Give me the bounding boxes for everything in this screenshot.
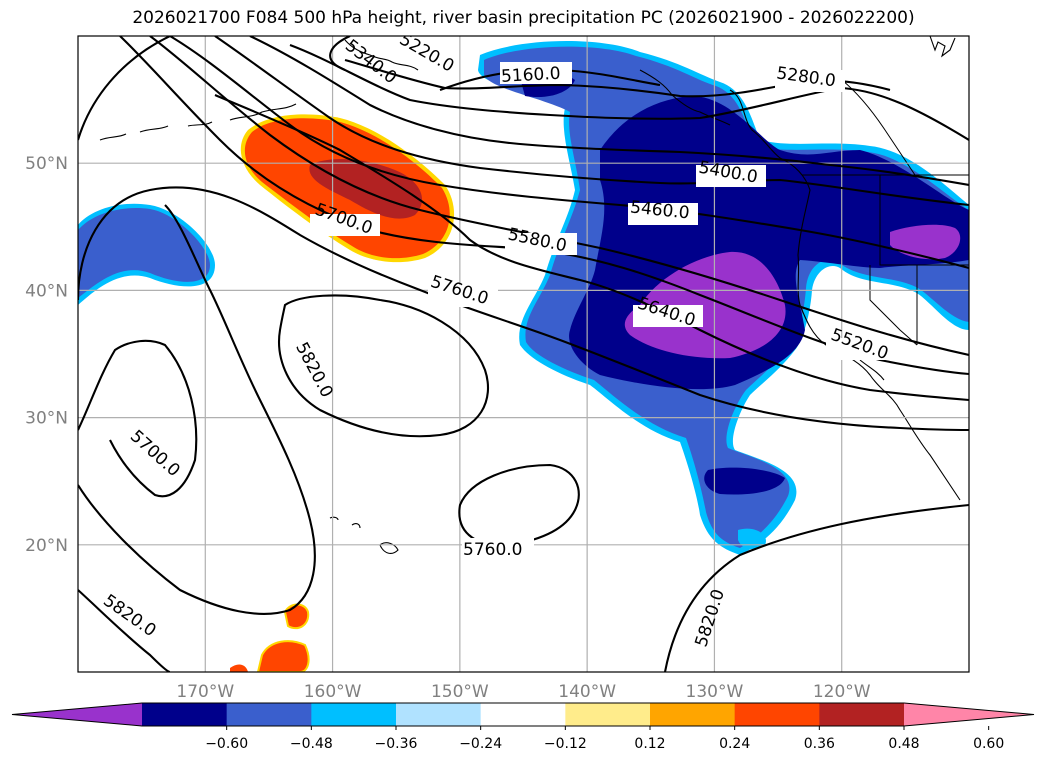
colorbar-tick-label: −0.12 (544, 736, 587, 752)
lat-tick-label: 40°N (25, 281, 68, 301)
contour-label-5160: 5160.0 (501, 64, 561, 87)
contour-label-5760-b: 5760.0 (463, 540, 522, 560)
colorbar-swatch (480, 703, 566, 726)
contour-5460 (169, 36, 969, 270)
colorbar-tick-label: 0.12 (634, 736, 665, 752)
colorbar-tick-label: 0.36 (804, 736, 835, 752)
colorbar-swatch (142, 703, 228, 726)
colorbar-swatch (311, 703, 397, 726)
lon-tick-label: 160°W (304, 682, 362, 702)
colorbar-swatch (226, 703, 312, 726)
map-area (78, 36, 969, 672)
contour-5520 (149, 36, 969, 357)
colorbar-tick-label: −0.36 (375, 736, 418, 752)
contour-5820-a (78, 204, 316, 615)
map-frame (77, 35, 970, 673)
lat-tick-label: 50°N (25, 154, 68, 174)
coastlines (99, 36, 961, 554)
colorbar-tick-label: −0.48 (290, 736, 333, 752)
contour-5640 (78, 36, 969, 402)
map-layers: 5160.0 5220.0 5280.0 5340.0 5400.0 5460.… (78, 36, 969, 672)
colorbar-swatch (396, 703, 482, 726)
colorbar-extend-low (12, 703, 142, 726)
contour-5700 (78, 186, 969, 498)
contour-5820-c (663, 503, 969, 672)
colorbar-tick-label: −0.24 (459, 736, 502, 752)
lon-tick-label: 170°W (176, 682, 234, 702)
contour-5820-b (78, 589, 171, 672)
colorbar-tick-label: 0.48 (888, 736, 919, 752)
map-title: 2026021700 F084 500 hPa height, river ba… (132, 8, 915, 28)
colorbar-tick-label: 0.24 (719, 736, 750, 752)
contour-5340 (249, 36, 969, 187)
lat-tick-label: 20°N (25, 536, 68, 556)
state-borders (802, 79, 969, 346)
contour-5400 (214, 36, 969, 207)
colorbar-swatch (650, 703, 736, 726)
colorbar (11, 702, 1035, 727)
lon-tick-label: 120°W (813, 682, 871, 702)
colorbar-extend-high (904, 703, 1034, 726)
colorbar-tick-label: −0.60 (205, 736, 248, 752)
colorbar-swatch (819, 703, 905, 726)
lon-tick-label: 140°W (558, 682, 616, 702)
longitude-labels: 170°W 160°W 150°W 140°W 130°W 120°W (176, 682, 870, 702)
colorbar-labels: −0.60 −0.48 −0.36 −0.24 −0.12 0.12 0.24 0.36 0.4… (205, 726, 1004, 752)
colorbar-swatch (734, 703, 820, 726)
colorbar-tick-label: 0.60 (973, 736, 1004, 752)
lon-tick-label: 130°W (686, 682, 744, 702)
lon-tick-label: 150°W (431, 682, 489, 702)
colorbar-outline (11, 702, 1035, 727)
lat-tick-label: 30°N (25, 409, 68, 429)
latitude-labels: 50°N 40°N 30°N 20°N (25, 154, 68, 556)
contour-5280 (289, 44, 969, 141)
colorbar-swatch (565, 703, 651, 726)
